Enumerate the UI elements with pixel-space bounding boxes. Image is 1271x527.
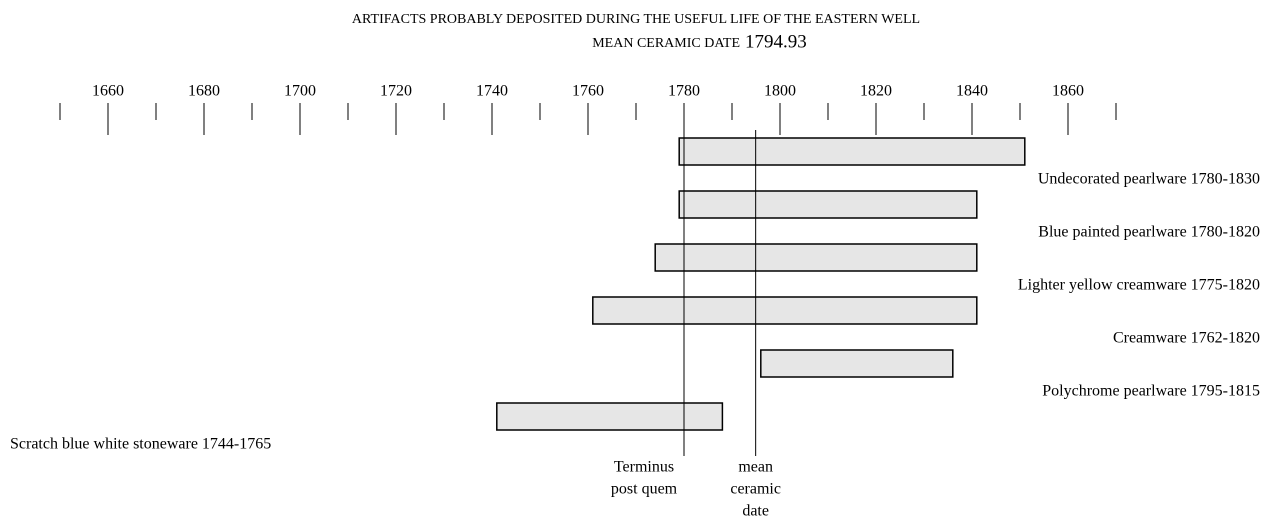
mean-label: ceramic xyxy=(730,481,781,498)
bar-label: Blue painted pearlware 1780-1820 xyxy=(1038,224,1260,241)
chart-title: ARTIFACTS PROBABLY DEPOSITED DURING THE … xyxy=(352,12,920,27)
chart-subtitle: MEAN CERAMIC DATE xyxy=(592,36,740,51)
range-bar xyxy=(678,190,978,219)
range-bar xyxy=(496,402,724,431)
mean-date: 1794.93 xyxy=(745,31,807,52)
x-tick-label: 1780 xyxy=(668,83,700,100)
bar-label: Creamware 1762-1820 xyxy=(1113,330,1260,347)
terminus-label: Terminus xyxy=(614,459,674,476)
mean-label: date xyxy=(742,503,769,520)
x-tick-label: 1840 xyxy=(956,83,988,100)
x-tick-label: 1700 xyxy=(284,83,316,100)
x-tick-label: 1820 xyxy=(860,83,892,100)
x-tick-label: 1720 xyxy=(380,83,412,100)
terminus-label: post quem xyxy=(611,481,678,498)
x-tick-label: 1740 xyxy=(476,83,508,100)
bar-label: Polychrome pearlware 1795-1815 xyxy=(1042,383,1260,400)
range-bar xyxy=(760,349,954,378)
x-tick-label: 1760 xyxy=(572,83,604,100)
bar-label: Scratch blue white stoneware 1744-1765 xyxy=(10,436,271,453)
range-bar xyxy=(592,296,978,325)
x-tick-label: 1680 xyxy=(188,83,220,100)
x-tick-label: 1800 xyxy=(764,83,796,100)
mean-label: mean xyxy=(738,459,773,476)
range-bar xyxy=(654,243,978,272)
x-tick-label: 1860 xyxy=(1052,83,1084,100)
range-bar xyxy=(678,137,1026,166)
x-tick-label: 1660 xyxy=(92,83,124,100)
bar-label: Lighter yellow creamware 1775-1820 xyxy=(1018,277,1260,294)
bar-label: Undecorated pearlware 1780-1830 xyxy=(1038,171,1260,188)
